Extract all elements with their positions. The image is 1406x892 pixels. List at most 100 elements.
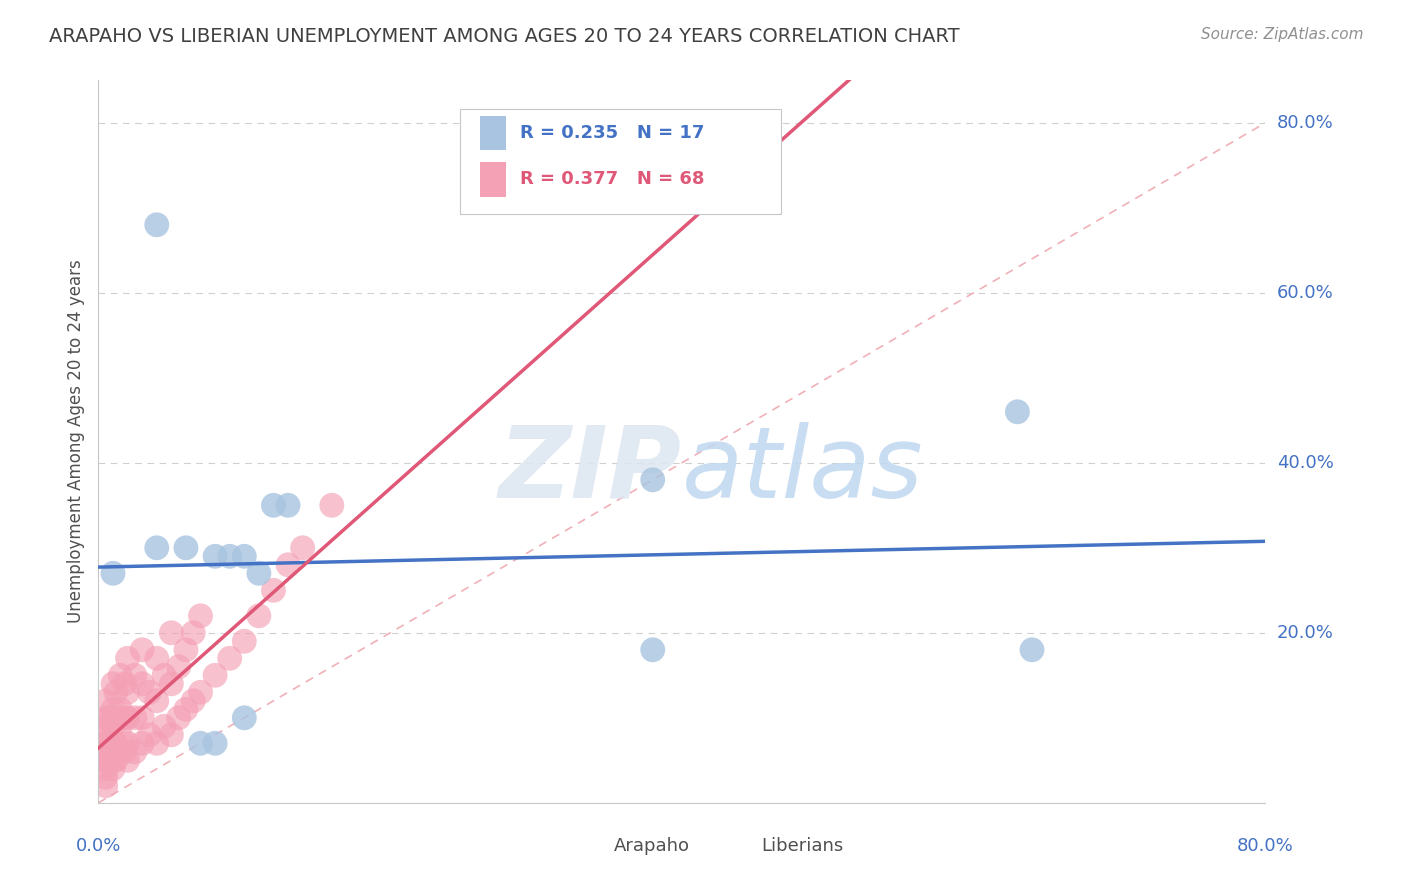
Point (117, 711, 139, 725)
Point (138, 728, 160, 742)
Text: R = 0.377   N = 68: R = 0.377 N = 68 (520, 170, 704, 188)
Point (233, 549, 256, 564)
Point (104, 685, 127, 699)
Point (101, 702, 124, 716)
Point (218, 651, 240, 665)
Point (104, 736, 127, 750)
Point (124, 745, 146, 759)
Point (124, 668, 146, 682)
Point (204, 736, 226, 750)
Text: ZIP: ZIP (499, 422, 682, 519)
Point (146, 694, 169, 708)
Point (117, 651, 139, 665)
Point (114, 745, 136, 759)
Point (124, 711, 146, 725)
Point (94, 728, 117, 742)
Point (190, 685, 212, 699)
Point (98, 736, 121, 750)
Point (94, 736, 117, 750)
Point (104, 711, 127, 725)
Text: Source: ZipAtlas.com: Source: ZipAtlas.com (1201, 27, 1364, 42)
Point (181, 625, 204, 640)
Text: 0.0%: 0.0% (76, 837, 121, 855)
Point (190, 608, 212, 623)
Point (1007, 405, 1029, 419)
Point (160, 625, 183, 640)
Text: 80.0%: 80.0% (1277, 114, 1334, 132)
Point (174, 541, 197, 555)
Y-axis label: Unemployment Among Ages 20 to 24 years: Unemployment Among Ages 20 to 24 years (66, 260, 84, 624)
Text: atlas: atlas (682, 422, 924, 519)
Point (277, 498, 299, 512)
Point (247, 608, 270, 623)
Point (190, 736, 212, 750)
Point (117, 736, 139, 750)
Point (146, 651, 169, 665)
Point (146, 736, 169, 750)
Point (204, 549, 226, 564)
Point (153, 668, 176, 682)
Point (101, 719, 124, 733)
Point (101, 745, 124, 759)
Point (110, 702, 132, 716)
Text: 80.0%: 80.0% (1237, 837, 1294, 855)
Point (321, 498, 343, 512)
Point (117, 753, 139, 767)
Point (101, 762, 124, 776)
Point (101, 736, 124, 750)
Point (204, 668, 226, 682)
Point (233, 711, 256, 725)
Point (98, 711, 121, 725)
FancyBboxPatch shape (460, 109, 782, 214)
Point (110, 745, 132, 759)
Point (167, 660, 190, 674)
Point (131, 642, 153, 657)
Point (98, 753, 121, 767)
Point (167, 711, 190, 725)
Point (94, 711, 117, 725)
Point (146, 541, 169, 555)
Point (131, 711, 153, 725)
Point (277, 558, 299, 572)
Point (174, 702, 197, 716)
Bar (479, 116, 506, 151)
Point (101, 677, 124, 691)
Point (94, 779, 117, 793)
Point (114, 677, 136, 691)
Point (153, 719, 176, 733)
Text: Liberians: Liberians (761, 838, 844, 855)
Point (94, 745, 117, 759)
Point (233, 634, 256, 648)
Bar (582, 835, 609, 862)
Point (94, 762, 117, 776)
Point (114, 711, 136, 725)
Text: ARAPAHO VS LIBERIAN UNEMPLOYMENT AMONG AGES 20 TO 24 YEARS CORRELATION CHART: ARAPAHO VS LIBERIAN UNEMPLOYMENT AMONG A… (49, 27, 960, 45)
Point (641, 473, 664, 487)
Point (160, 728, 183, 742)
Point (247, 566, 270, 581)
Text: 20.0%: 20.0% (1277, 624, 1334, 642)
Point (131, 677, 153, 691)
Point (94, 770, 117, 784)
Point (160, 677, 183, 691)
Point (94, 719, 117, 733)
Point (138, 685, 160, 699)
Point (94, 753, 117, 767)
Point (641, 642, 664, 657)
Point (110, 728, 132, 742)
Text: Arapaho: Arapaho (614, 838, 690, 855)
Point (218, 549, 240, 564)
Point (262, 498, 284, 512)
Point (117, 685, 139, 699)
Point (101, 566, 124, 581)
Point (110, 668, 132, 682)
Point (104, 753, 127, 767)
Bar (728, 835, 754, 862)
Text: 40.0%: 40.0% (1277, 454, 1334, 472)
Text: 60.0%: 60.0% (1277, 284, 1334, 301)
Point (131, 736, 153, 750)
Text: R = 0.235   N = 17: R = 0.235 N = 17 (520, 124, 704, 142)
Point (146, 218, 169, 232)
Point (181, 694, 204, 708)
Point (262, 583, 284, 598)
